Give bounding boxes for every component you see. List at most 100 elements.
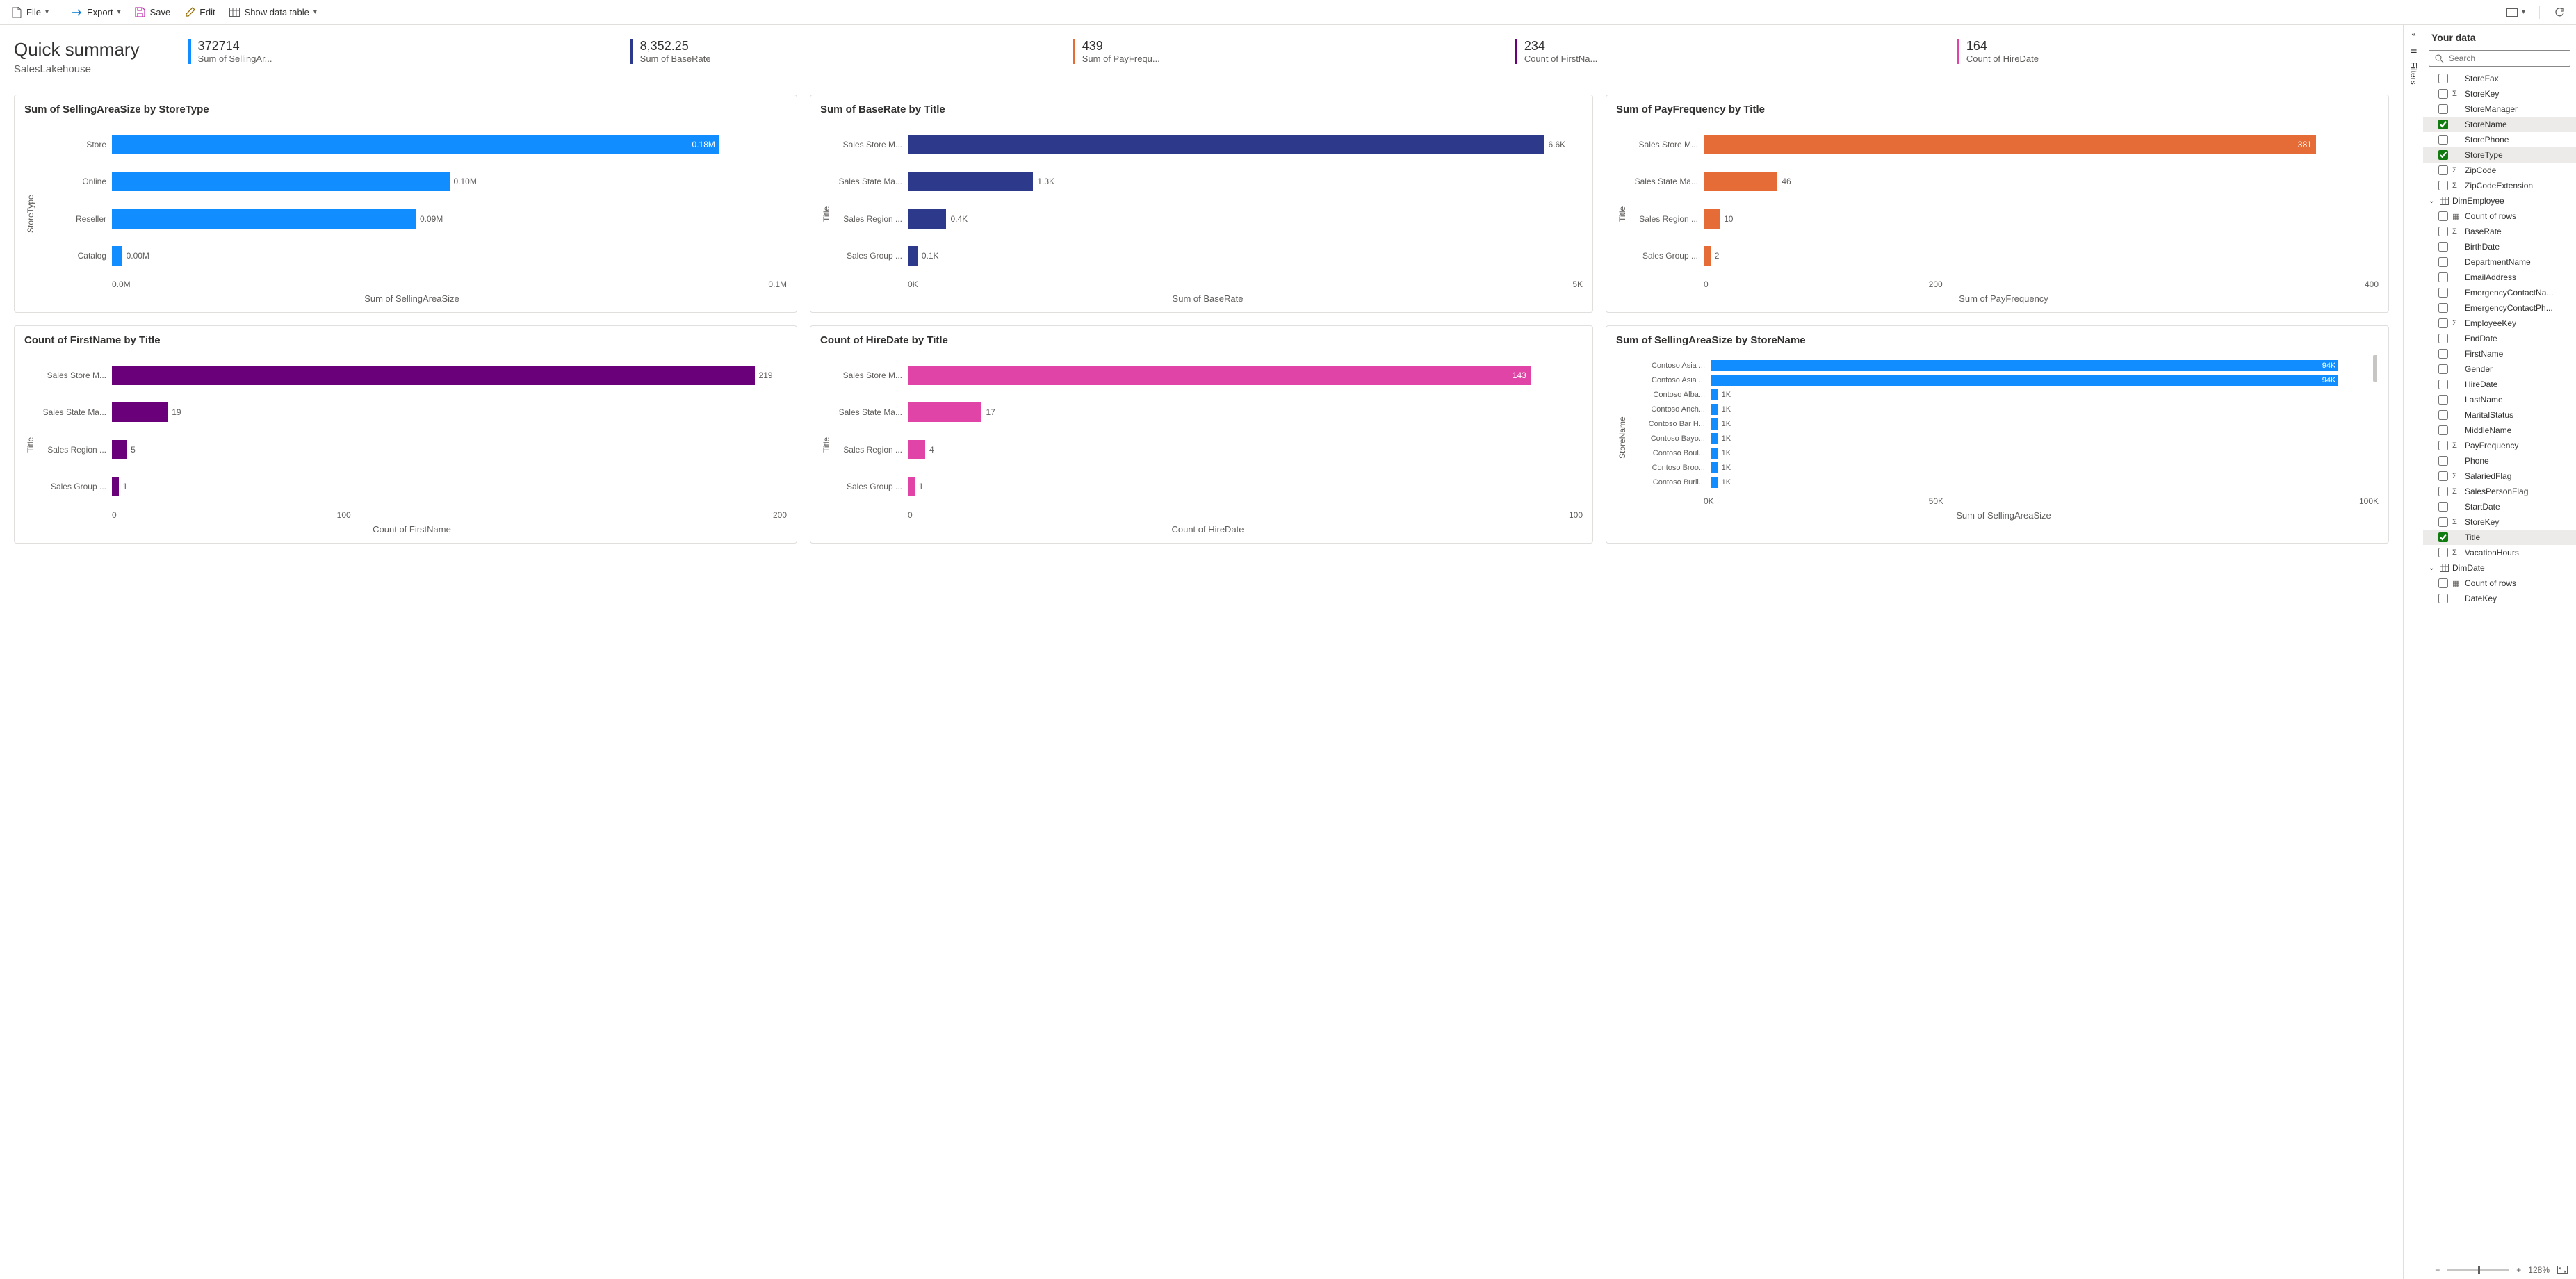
field-row[interactable]: MiddleName (2423, 423, 2576, 438)
bar-row[interactable]: Sales Group ... 2 (1629, 246, 2379, 266)
field-row[interactable]: Σ ZipCodeExtension (2423, 178, 2576, 193)
file-menu[interactable]: File ▾ (6, 4, 54, 21)
bar-row[interactable]: Sales Region ... 10 (1629, 209, 2379, 229)
field-row[interactable]: MaritalStatus (2423, 407, 2576, 423)
bar-row[interactable]: Sales Store M... 6.6K (833, 135, 1583, 154)
bar-row[interactable]: Sales Store M... 143 (833, 366, 1583, 385)
zoom-slider[interactable] (2447, 1269, 2509, 1271)
field-row[interactable]: StartDate (2423, 499, 2576, 514)
field-row[interactable]: Σ VacationHours (2423, 545, 2576, 560)
field-checkbox[interactable] (2438, 272, 2448, 282)
chart-card[interactable]: Count of HireDate by Title Title Sales S… (810, 325, 1593, 544)
bar-row[interactable]: Sales Region ... 0.4K (833, 209, 1583, 229)
field-checkbox[interactable] (2438, 334, 2448, 343)
kpi-card[interactable]: 8,352.25 Sum of BaseRate (630, 39, 1063, 64)
kpi-card[interactable]: 439 Sum of PayFrequ... (1073, 39, 1505, 64)
field-checkbox[interactable] (2438, 349, 2448, 359)
filters-pane-collapsed[interactable]: « ⚌ Filters (2404, 25, 2423, 1279)
field-row[interactable]: DepartmentName (2423, 254, 2576, 270)
bar-row[interactable]: Online 0.10M (37, 172, 787, 191)
field-checkbox[interactable] (2438, 425, 2448, 435)
save-button[interactable]: Save (129, 4, 177, 21)
field-row[interactable]: EmailAddress (2423, 270, 2576, 285)
bar-row[interactable]: Sales State Ma... 1.3K (833, 172, 1583, 191)
scrollbar-thumb[interactable] (2373, 355, 2377, 382)
bar-row[interactable]: Sales State Ma... 19 (37, 402, 787, 422)
chart-card[interactable]: Sum of SellingAreaSize by StoreName Stor… (1606, 325, 2389, 544)
chart-card[interactable]: Sum of BaseRate by Title Title Sales Sto… (810, 95, 1593, 313)
view-mode-menu[interactable]: ▾ (2501, 4, 2531, 21)
field-checkbox[interactable] (2438, 181, 2448, 190)
field-row[interactable]: Σ StoreKey (2423, 86, 2576, 101)
field-row[interactable]: StorePhone (2423, 132, 2576, 147)
field-row[interactable]: ▦ Count of rows (2423, 576, 2576, 591)
field-checkbox[interactable] (2438, 288, 2448, 298)
field-checkbox[interactable] (2438, 165, 2448, 175)
field-row[interactable]: Title (2423, 530, 2576, 545)
bar-row[interactable]: Sales State Ma... 17 (833, 402, 1583, 422)
field-row[interactable]: BirthDate (2423, 239, 2576, 254)
field-list[interactable]: StoreFax Σ StoreKey StoreManager StoreNa… (2423, 71, 2576, 1279)
field-checkbox[interactable] (2438, 120, 2448, 129)
field-row[interactable]: StoreManager (2423, 101, 2576, 117)
bar-row[interactable]: Reseller 0.09M (37, 209, 787, 229)
field-checkbox[interactable] (2438, 318, 2448, 328)
fit-page-icon[interactable] (2557, 1264, 2568, 1276)
chart-card[interactable]: Sum of SellingAreaSize by StoreType Stor… (14, 95, 797, 313)
field-row[interactable]: FirstName (2423, 346, 2576, 361)
field-checkbox[interactable] (2438, 364, 2448, 374)
kpi-card[interactable]: 234 Count of FirstNa... (1515, 39, 1947, 64)
search-input[interactable] (2449, 54, 2566, 63)
field-row[interactable]: Σ BaseRate (2423, 224, 2576, 239)
zoom-out-button[interactable]: − (2435, 1265, 2440, 1275)
export-menu[interactable]: Export ▾ (66, 4, 127, 21)
field-checkbox[interactable] (2438, 441, 2448, 450)
field-row[interactable]: Σ ZipCode (2423, 163, 2576, 178)
bar-row[interactable]: Sales Store M... 219 (37, 366, 787, 385)
bar-row[interactable]: Sales Store M... 381 (1629, 135, 2379, 154)
field-row[interactable]: Σ SalariedFlag (2423, 469, 2576, 484)
field-checkbox[interactable] (2438, 227, 2448, 236)
chart-card[interactable]: Count of FirstName by Title Title Sales … (14, 325, 797, 544)
field-checkbox[interactable] (2438, 150, 2448, 160)
field-checkbox[interactable] (2438, 104, 2448, 114)
bar-row[interactable]: Sales Group ... 0.1K (833, 246, 1583, 266)
chart-card[interactable]: Sum of PayFrequency by Title Title Sales… (1606, 95, 2389, 313)
bar-row[interactable]: Catalog 0.00M (37, 246, 787, 266)
field-row[interactable]: Σ PayFrequency (2423, 438, 2576, 453)
kpi-card[interactable]: 164 Count of HireDate (1957, 39, 2389, 64)
kpi-card[interactable]: 372714 Sum of SellingAr... (188, 39, 621, 64)
field-checkbox[interactable] (2438, 532, 2448, 542)
field-row[interactable]: DateKey (2423, 591, 2576, 606)
field-row[interactable]: EndDate (2423, 331, 2576, 346)
field-table-header[interactable]: ⌄ DimDate (2423, 560, 2576, 576)
field-checkbox[interactable] (2438, 517, 2448, 527)
field-row[interactable]: LastName (2423, 392, 2576, 407)
field-checkbox[interactable] (2438, 135, 2448, 145)
field-checkbox[interactable] (2438, 257, 2448, 267)
bar-row[interactable]: Contoso Asia ... 94K (1629, 360, 2379, 371)
field-checkbox[interactable] (2438, 410, 2448, 420)
field-checkbox[interactable] (2438, 578, 2448, 588)
bar-row[interactable]: Contoso Bayo... 1K (1629, 433, 2379, 444)
bar-row[interactable]: Contoso Anch... 1K (1629, 404, 2379, 415)
field-row[interactable]: EmergencyContactPh... (2423, 300, 2576, 316)
field-checkbox[interactable] (2438, 303, 2448, 313)
field-checkbox[interactable] (2438, 74, 2448, 83)
bar-row[interactable]: Contoso Broo... 1K (1629, 462, 2379, 473)
bar-row[interactable]: Sales State Ma... 46 (1629, 172, 2379, 191)
field-checkbox[interactable] (2438, 594, 2448, 603)
field-checkbox[interactable] (2438, 487, 2448, 496)
field-checkbox[interactable] (2438, 502, 2448, 512)
bar-row[interactable]: Contoso Alba... 1K (1629, 389, 2379, 400)
bar-row[interactable]: Sales Group ... 1 (833, 477, 1583, 496)
bar-row[interactable]: Contoso Asia ... 94K (1629, 375, 2379, 386)
bar-row[interactable]: Sales Region ... 5 (37, 440, 787, 459)
field-row[interactable]: HireDate (2423, 377, 2576, 392)
field-row[interactable]: Σ EmployeeKey (2423, 316, 2576, 331)
bar-row[interactable]: Store 0.18M (37, 135, 787, 154)
field-table-header[interactable]: ⌄ DimEmployee (2423, 193, 2576, 209)
field-checkbox[interactable] (2438, 211, 2448, 221)
field-checkbox[interactable] (2438, 89, 2448, 99)
field-row[interactable]: StoreName (2423, 117, 2576, 132)
